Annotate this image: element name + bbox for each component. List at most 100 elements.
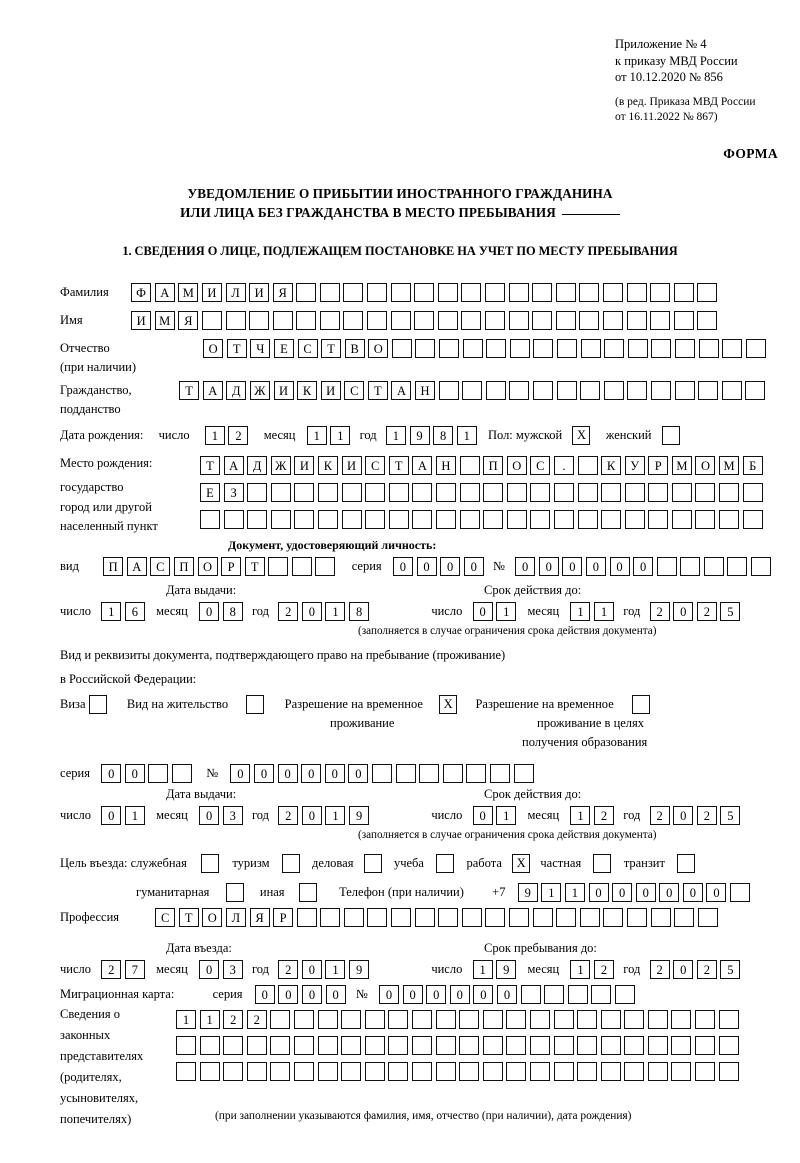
identity-issue-year-cells-4[interactable]: 8 [349,602,370,621]
representatives-row-2-18[interactable] [577,1036,598,1055]
representatives-row-1-21[interactable] [647,1010,668,1029]
birthplace-row-3-24[interactable] [742,510,763,529]
name-cells-5[interactable] [225,311,246,330]
identity-kind-cells-8[interactable] [268,557,289,576]
permit-issue-month-cells-1[interactable]: 0 [199,806,220,825]
patronymic-cells-24[interactable] [745,339,766,358]
citizenship-cells-8[interactable]: С [344,381,365,400]
identity-series-cells-2[interactable]: 0 [416,557,437,576]
name-cells-20[interactable] [579,311,600,330]
patronymic-cells-10[interactable] [415,339,436,358]
profession-cells-7[interactable] [296,908,317,927]
birthplace-row-3-17[interactable] [577,510,598,529]
purpose-checkbox-chastnaya[interactable] [593,854,612,873]
entry-month-cells-1[interactable]: 0 [199,960,220,979]
identity-valid-year-cells-3[interactable]: 2 [696,602,717,621]
citizenship-cells-1[interactable]: Т [179,381,200,400]
permit-valid-day-cells-1[interactable]: 0 [472,806,493,825]
birthplace-row-1-6[interactable]: К [317,456,338,475]
permit-series-cells-1[interactable]: 0 [101,764,122,783]
birthplace-row-2-19[interactable] [624,483,645,502]
representatives-row-3-22[interactable] [671,1062,692,1081]
representatives-row-3-20[interactable] [624,1062,645,1081]
birthplace-row-3-1[interactable] [200,510,220,529]
patronymic-cells-1[interactable]: О [203,339,224,358]
identity-kind-cells-7[interactable]: Т [244,557,265,576]
representatives-row-3-10[interactable] [388,1062,409,1081]
surname-cells-19[interactable] [555,283,576,302]
profession-cells-1[interactable]: С [155,908,176,927]
surname-cells-6[interactable]: И [249,283,270,302]
birthplace-row-2-5[interactable] [294,483,315,502]
name-cells-22[interactable] [626,311,647,330]
identity-number-cells-3[interactable]: 0 [562,557,583,576]
patronymic-cells-6[interactable]: Т [321,339,342,358]
birthplace-row-1-10[interactable]: А [412,456,433,475]
permit-issue-month-cells-2[interactable]: 3 [222,806,243,825]
representatives-row-1-23[interactable] [695,1010,716,1029]
representatives-row-1-12[interactable] [435,1010,456,1029]
entry-year-cells-3[interactable]: 1 [325,960,346,979]
identity-valid-day-cells-2[interactable]: 1 [496,602,517,621]
identity-number-cells-1[interactable]: 0 [515,557,536,576]
representatives-row-1-8[interactable] [341,1010,362,1029]
identity-number-cells-2[interactable]: 0 [538,557,559,576]
identity-kind-cells-5[interactable]: О [197,557,218,576]
representatives-row-3-24[interactable] [718,1062,739,1081]
representatives-row-3-8[interactable] [341,1062,362,1081]
representatives-row-1-7[interactable] [317,1010,338,1029]
identity-number-cells-7[interactable] [656,557,677,576]
surname-cells-14[interactable] [437,283,458,302]
purpose-checkbox-turizm[interactable] [281,854,300,873]
temp-residence-checkbox[interactable]: X [439,695,458,714]
birthplace-row-2-23[interactable] [719,483,740,502]
citizenship-cells-10[interactable]: А [391,381,412,400]
patronymic-cells-15[interactable] [533,339,554,358]
migration-card-number-cells-6[interactable]: 0 [496,985,517,1004]
representatives-row-3-17[interactable] [553,1062,574,1081]
patronymic-cells-19[interactable] [627,339,648,358]
profession-cells-5[interactable]: Я [249,908,270,927]
representatives-row-2-20[interactable] [624,1036,645,1055]
patronymic-cells-3[interactable]: Ч [250,339,271,358]
birthplace-row-3-7[interactable] [341,510,362,529]
representatives-row-2-6[interactable] [293,1036,314,1055]
surname-cells-22[interactable] [626,283,647,302]
migration-card-number-cells-1[interactable]: 0 [379,985,399,1004]
representatives-row-2-12[interactable] [435,1036,456,1055]
patronymic-cells-9[interactable] [391,339,412,358]
birthplace-row-1-22[interactable]: О [695,456,716,475]
representatives-row-2-9[interactable] [364,1036,385,1055]
entry-year-cells-4[interactable]: 9 [349,960,370,979]
birthplace-row-2-22[interactable] [695,483,716,502]
representatives-row-2-5[interactable] [270,1036,291,1055]
patronymic-cells-17[interactable] [580,339,601,358]
profession-cells-24[interactable] [697,908,718,927]
name-cells-6[interactable] [249,311,270,330]
phone-cells-9[interactable]: 0 [706,883,727,902]
birthplace-row-2-11[interactable] [435,483,456,502]
representatives-row-1-2[interactable]: 1 [199,1010,220,1029]
migration-card-series-cells-4[interactable]: 0 [325,985,346,1004]
profession-cells-12[interactable] [414,908,435,927]
birthplace-row-1-1[interactable]: Т [200,456,220,475]
purpose-checkbox-humanitarian[interactable] [225,883,244,902]
profession-cells-22[interactable] [650,908,671,927]
representatives-row-2-11[interactable] [411,1036,432,1055]
profession-cells-16[interactable] [509,908,530,927]
surname-cells-8[interactable] [296,283,317,302]
birthplace-row-2-16[interactable] [553,483,574,502]
representatives-row-1-3[interactable]: 2 [223,1010,244,1029]
birthplace-row-3-19[interactable] [624,510,645,529]
migration-card-number-cells-3[interactable]: 0 [426,985,447,1004]
patronymic-cells-11[interactable] [439,339,460,358]
birthplace-row-3-16[interactable] [553,510,574,529]
representatives-row-3-9[interactable] [364,1062,385,1081]
